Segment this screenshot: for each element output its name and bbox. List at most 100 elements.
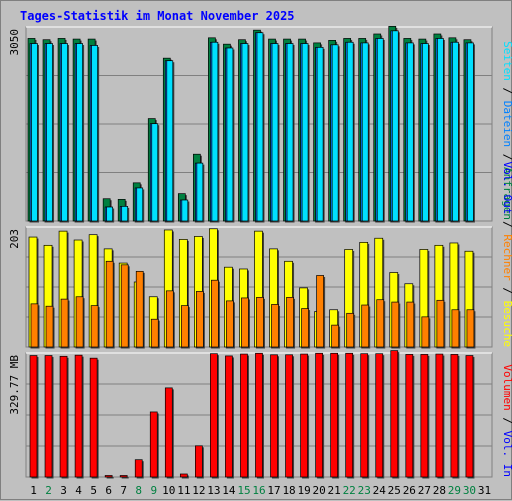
bar-sites-day-29 <box>451 309 460 348</box>
bar-kbytes-day-11 <box>179 473 188 478</box>
bar-sites-day-3 <box>60 298 69 348</box>
bar-kbytes-day-14 <box>225 355 233 478</box>
bar-pages-day-21 <box>331 44 339 222</box>
day-label-10: 10 <box>162 484 175 497</box>
day-label-2: 2 <box>45 484 52 497</box>
legend-separator: / <box>501 411 512 431</box>
bar-kbytes-day-9 <box>149 411 158 478</box>
bar-kbytes-day-10 <box>164 387 173 478</box>
bar-sites-day-12 <box>196 291 204 348</box>
day-label-24: 24 <box>373 484 387 497</box>
day-label-3: 3 <box>60 484 67 497</box>
day-label-20: 20 <box>313 484 326 497</box>
legend-item-dateien: Dateien <box>501 101 512 147</box>
day-label-31: 31 <box>478 484 491 497</box>
bar-kbytes-day-3 <box>59 355 68 478</box>
bar-pages-day-14 <box>226 47 234 222</box>
bar-pages-day-27 <box>421 43 429 222</box>
bar-sites-day-20 <box>316 275 324 348</box>
bar-kbytes-day-6 <box>104 475 113 478</box>
bar-pages-day-20 <box>316 47 324 222</box>
bar-sites-day-4 <box>75 296 84 348</box>
day-label-11: 11 <box>177 484 190 497</box>
bar-sites-day-9 <box>150 318 159 348</box>
bar-kbytes-day-15 <box>240 353 248 478</box>
legend-item-anfragen: Anfragen <box>501 167 512 220</box>
bar-kbytes-day-25 <box>390 350 399 478</box>
bar-pages-day-22 <box>346 41 354 222</box>
bar-sites-day-15 <box>241 297 249 348</box>
legend-separator: / <box>501 81 512 101</box>
bar-kbytes-day-29 <box>450 354 459 478</box>
bar-pages-day-11 <box>181 199 189 222</box>
bar-sites-day-26 <box>406 301 415 348</box>
bar-kbytes-day-1 <box>29 355 38 478</box>
day-label-4: 4 <box>75 484 82 497</box>
bar-kbytes-day-18 <box>285 354 293 478</box>
day-label-14: 14 <box>222 484 236 497</box>
bar-kbytes-day-16 <box>255 352 263 478</box>
bar-kbytes-day-26 <box>405 354 414 478</box>
day-label-6: 6 <box>105 484 112 497</box>
bar-sites-day-23 <box>361 304 370 348</box>
bar-pages-day-17 <box>271 43 279 222</box>
day-label-21: 21 <box>328 484 341 497</box>
bar-kbytes-day-12 <box>195 445 203 478</box>
bar-pages-day-26 <box>406 42 414 222</box>
bar-pages-day-16 <box>256 32 264 222</box>
bar-sites-day-5 <box>90 305 99 348</box>
bar-pages-day-8 <box>136 187 144 222</box>
legend-item-volumen: Volumen <box>501 364 512 410</box>
day-label-1: 1 <box>30 484 37 497</box>
bar-sites-day-17 <box>271 304 279 348</box>
day-label-27: 27 <box>418 484 431 497</box>
bar-pages-day-19 <box>301 43 309 222</box>
legend-separator: / <box>501 215 512 235</box>
day-label-13: 13 <box>207 484 220 497</box>
bar-pages-day-13 <box>211 41 219 222</box>
bar-kbytes-day-17 <box>270 354 278 478</box>
bar-sites-day-21 <box>331 324 339 348</box>
day-label-23: 23 <box>358 484 371 497</box>
day-label-22: 22 <box>343 484 356 497</box>
bar-sites-day-16 <box>256 296 264 348</box>
legend-item-vol-out: Vol. Out <box>501 162 512 215</box>
legend-requests: Seiten / Dateien / Anfragen <box>501 41 512 220</box>
bar-kbytes-day-27 <box>420 354 429 478</box>
bar-kbytes-day-20 <box>315 352 323 478</box>
bar-sites-day-8 <box>135 270 144 348</box>
scale-label-visits: 203 <box>8 229 21 249</box>
legend-volume: Volumen / Vol. In <box>501 364 512 477</box>
bar-sites-day-25 <box>391 301 400 348</box>
bar-pages-day-5 <box>91 45 98 222</box>
legend-item-seiten: Seiten <box>501 41 512 81</box>
bar-pages-day-1 <box>31 43 38 222</box>
bar-pages-day-10 <box>166 60 174 222</box>
bar-sites-day-18 <box>286 296 294 348</box>
legend-visits: Vol. Out / Rechner / Besuche <box>501 162 512 347</box>
bar-pages-day-25 <box>391 30 399 222</box>
bar-sites-day-30 <box>466 309 475 348</box>
bar-kbytes-day-22 <box>345 352 354 478</box>
bar-kbytes-day-21 <box>330 352 338 478</box>
bar-sites-day-28 <box>436 299 445 348</box>
legend-item-rechner: Rechner <box>501 234 512 281</box>
bar-kbytes-day-7-shadow <box>121 476 129 479</box>
bar-kbytes-day-30 <box>465 355 474 478</box>
bar-kbytes-day-4 <box>74 354 83 478</box>
bar-kbytes-day-23 <box>360 353 369 478</box>
bar-sites-day-11 <box>180 305 189 348</box>
bar-pages-day-30 <box>467 42 474 222</box>
bar-pages-day-12 <box>196 162 204 222</box>
bar-pages-day-28 <box>437 38 444 222</box>
bar-kbytes-day-6-shadow <box>106 476 114 479</box>
chart-title: Tages-Statistik im Monat November 2025 <box>20 9 295 23</box>
scale-label-volume: 329.77 MB <box>8 355 21 415</box>
bar-pages-day-24 <box>376 38 384 222</box>
day-label-19: 19 <box>297 484 310 497</box>
bar-pages-day-4 <box>76 43 83 222</box>
bar-sites-day-14 <box>226 300 234 348</box>
day-label-18: 18 <box>282 484 295 497</box>
bar-sites-day-22 <box>346 312 355 348</box>
